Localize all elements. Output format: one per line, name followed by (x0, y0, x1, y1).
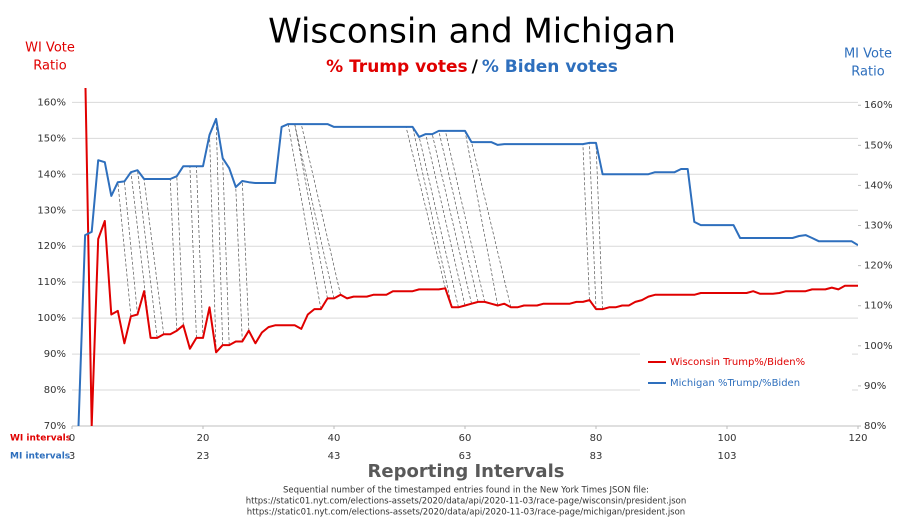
y2-axis-title: MI Vote (844, 47, 892, 62)
series-line (77, 117, 858, 426)
y-tick-label: 80% (44, 385, 66, 396)
connector (196, 166, 204, 338)
chart-subtitle: % Trump votes /% Biden votes (326, 57, 618, 77)
x2-tick-label: 63 (459, 451, 472, 462)
chart-title: Wisconsin and Michigan (268, 12, 676, 52)
x-tick-label: 100 (717, 433, 736, 444)
subtitle-biden: % Biden votes (482, 57, 618, 77)
connector (294, 124, 328, 299)
connector (209, 134, 217, 353)
connector (589, 142, 597, 310)
subtitle-separator: / (472, 57, 479, 77)
connector (169, 179, 178, 331)
connector (124, 181, 138, 315)
y2-tick-label: 150% (864, 140, 893, 151)
connector (176, 176, 184, 326)
connector (287, 124, 322, 310)
connector (412, 126, 453, 308)
y-tick-label: 90% (44, 349, 66, 360)
x2-row-label: MI intervals (10, 452, 70, 462)
y2-tick-label: 120% (864, 261, 893, 272)
legend-box (640, 350, 852, 398)
y-tick-label: 120% (37, 241, 66, 252)
connector (143, 178, 165, 335)
y-tick-label: 110% (37, 277, 66, 288)
note: https://static01.nyt.com/elections-asset… (247, 508, 685, 518)
y-tick-label: 70% (44, 421, 66, 432)
y2-tick-label: 110% (864, 301, 893, 312)
y2-tick-label: 90% (864, 381, 886, 392)
x-axis-title: Reporting Intervals (368, 461, 565, 482)
plot-area (77, 88, 858, 426)
y-tick-label: 160% (37, 97, 66, 108)
y2-axis-title: Ratio (851, 65, 884, 80)
connector (425, 134, 466, 306)
note: https://static01.nyt.com/elections-asset… (246, 497, 687, 507)
y2-tick-label: 100% (864, 341, 893, 352)
note: Sequential number of the timestamped ent… (283, 486, 649, 496)
y-axis-title: WI Vote (25, 41, 75, 56)
connector (464, 130, 499, 306)
x-row-label: WI intervals (10, 434, 71, 444)
y-tick-label: 130% (37, 205, 66, 216)
subtitle-trump: % Trump votes (326, 57, 468, 77)
connector (418, 136, 459, 308)
y-tick-label: 100% (37, 313, 66, 324)
x-tick-label: 120 (848, 433, 867, 444)
connector (471, 142, 512, 308)
connector (189, 166, 197, 338)
x-tick-label: 20 (197, 433, 210, 444)
connector (300, 124, 341, 295)
x2-tick-label: 23 (197, 451, 210, 462)
connector (595, 142, 603, 310)
connector (241, 181, 250, 331)
x-tick-label: 0 (69, 433, 75, 444)
x-tick-label: 80 (590, 433, 603, 444)
series-line (84, 88, 858, 426)
connector (117, 182, 132, 317)
x-tick-label: 40 (328, 433, 341, 444)
connector (431, 134, 472, 304)
connector (215, 118, 223, 346)
y-tick-label: 140% (37, 169, 66, 180)
x2-tick-label: 3 (69, 451, 75, 462)
connector (235, 187, 243, 342)
x2-tick-label: 43 (328, 451, 341, 462)
x2-tick-label: 83 (590, 451, 603, 462)
x2-tick-label: 103 (717, 451, 736, 462)
y2-tick-label: 160% (864, 100, 893, 111)
connector (222, 158, 230, 346)
connector (438, 130, 479, 303)
y2-tick-label: 130% (864, 221, 893, 232)
connector (582, 144, 590, 301)
connector (137, 170, 158, 338)
x-tick-label: 60 (459, 433, 472, 444)
legend-label: Wisconsin Trump%/Biden% (670, 357, 805, 368)
y-tick-label: 150% (37, 133, 66, 144)
y-axis-title: Ratio (33, 59, 66, 74)
connector (445, 130, 485, 303)
y2-tick-label: 80% (864, 421, 886, 432)
legend-label: Michigan %Trump/%Biden (670, 378, 800, 389)
connector (405, 126, 446, 289)
y2-tick-label: 140% (864, 180, 893, 191)
